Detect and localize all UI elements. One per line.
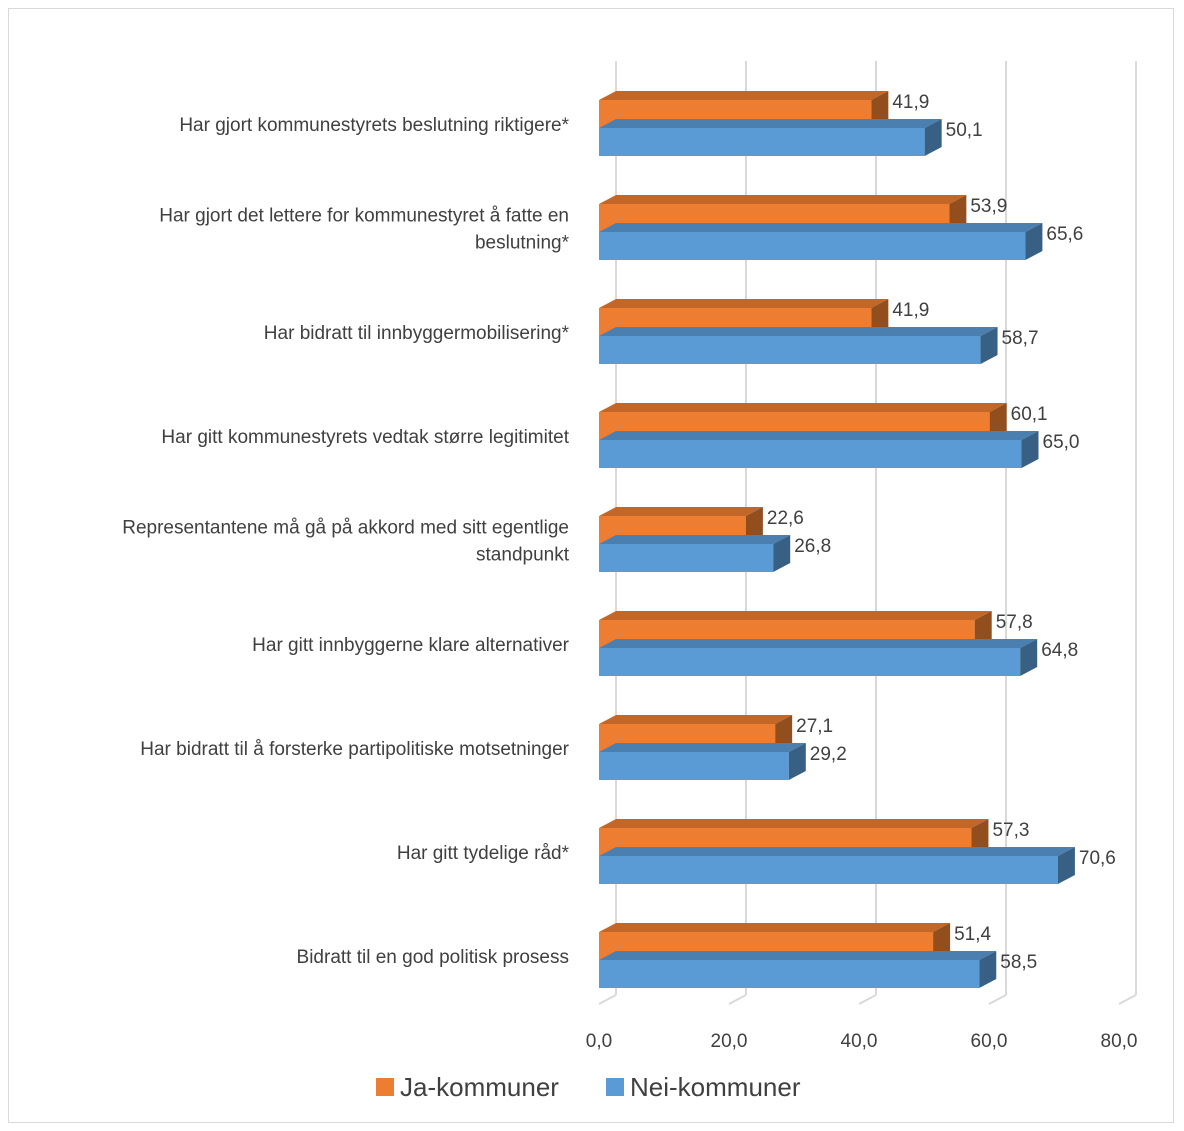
category-label: Representantene må gå på akkord med sitt…	[122, 518, 569, 566]
bar-top-face	[599, 715, 793, 724]
data-label: 60,1	[1011, 404, 1048, 425]
data-label: 58,7	[1002, 328, 1039, 349]
bar-side-face	[788, 743, 806, 780]
data-label: 65,6	[1046, 224, 1083, 245]
bar-top-face	[599, 743, 806, 752]
category-labels: Har gjort kommunestyrets beslutning rikt…	[122, 115, 569, 968]
category-label: Har gitt tydelige råd*	[397, 843, 570, 864]
x-tick-label: 0,0	[586, 1031, 612, 1052]
bar-nei	[599, 232, 1026, 260]
x-tick-label: 60,0	[971, 1031, 1008, 1052]
data-label: 29,2	[810, 744, 847, 765]
bar-nei	[599, 336, 981, 364]
bar-nei	[599, 960, 980, 988]
data-label: 27,1	[796, 716, 833, 737]
gridline-floor	[988, 994, 1007, 1005]
data-label: 58,5	[1000, 952, 1037, 973]
category-label: Har bidratt til å forsterke partipolitis…	[140, 739, 569, 760]
bar-top-face	[599, 847, 1075, 856]
gridline-floor	[1118, 994, 1137, 1005]
x-tick-label: 20,0	[711, 1031, 748, 1052]
bar-top-face	[599, 819, 989, 828]
bar-top-face	[599, 195, 967, 204]
bar-side-face	[871, 91, 889, 128]
bar-side-face	[1021, 431, 1039, 468]
bar-top-face	[599, 299, 889, 308]
bar-top-face	[599, 431, 1039, 440]
gridline-floor	[728, 994, 747, 1005]
data-label: 41,9	[892, 92, 929, 113]
x-tick-label: 40,0	[841, 1031, 878, 1052]
bar-side-face	[1057, 847, 1075, 884]
value-labels: 41,9 50,1 53,9 65,6 41,9 58,7 60,1 65,0 22,6 26,8…	[767, 92, 1116, 973]
chart-frame: 41,9 50,1 53,9 65,6 41,9 58,7 60,1 65,0 22,6 26,8…	[8, 8, 1174, 1123]
bar-nei	[599, 128, 925, 156]
bar-side-face	[745, 507, 763, 544]
legend-label: Nei-kommuner	[630, 1072, 801, 1102]
bar-nei	[599, 752, 789, 780]
data-label: 64,8	[1041, 640, 1078, 661]
data-label: 41,9	[892, 300, 929, 321]
data-label: 57,8	[996, 612, 1033, 633]
data-label: 22,6	[767, 508, 804, 529]
bar-side-face	[933, 923, 951, 960]
category-label: Har bidratt til innbyggermobilisering*	[264, 323, 570, 344]
bar-side-face	[773, 535, 791, 572]
legend-swatch	[606, 1078, 624, 1096]
bar-top-face	[599, 119, 942, 128]
bar-top-face	[599, 223, 1043, 232]
bar-side-face	[971, 819, 989, 856]
bar-nei	[599, 440, 1022, 468]
data-label: 50,1	[946, 120, 983, 141]
bar-nei	[599, 544, 774, 572]
category-label: Har gitt kommunestyrets vedtak større le…	[161, 427, 569, 448]
category-label: Har gjort kommunestyrets beslutning rikt…	[179, 115, 569, 136]
legend-label: Ja-kommuner	[400, 1072, 559, 1102]
category-label: Har gitt innbyggerne klare alternativer	[252, 635, 570, 656]
bars	[599, 91, 1075, 988]
data-label: 53,9	[970, 196, 1007, 217]
bar-top-face	[599, 611, 992, 620]
bar-chart: 41,9 50,1 53,9 65,6 41,9 58,7 60,1 65,0 22,6 26,8…	[122, 61, 1138, 1102]
gridline-floor	[598, 994, 617, 1005]
data-label: 57,3	[992, 820, 1029, 841]
legend: Ja-kommuner Nei-kommuner	[376, 1072, 801, 1102]
bar-top-face	[599, 327, 998, 336]
bar-side-face	[980, 327, 998, 364]
bar-side-face	[871, 299, 889, 336]
bar-side-face	[1020, 639, 1038, 676]
bar-top-face	[599, 507, 763, 516]
category-label: Har gjort det lettere for kommunestyret …	[159, 206, 569, 254]
category-label: Bidratt til en god politisk prosess	[297, 947, 569, 968]
gridline-floor	[858, 994, 877, 1005]
bar-side-face	[974, 611, 992, 648]
bar-nei	[599, 648, 1021, 676]
bar-top-face	[599, 951, 997, 960]
bar-top-face	[599, 91, 889, 100]
data-label: 51,4	[954, 924, 991, 945]
bar-side-face	[924, 119, 942, 156]
bar-side-face	[989, 403, 1007, 440]
data-label: 65,0	[1043, 432, 1080, 453]
bar-side-face	[949, 195, 967, 232]
data-label: 70,6	[1079, 848, 1116, 869]
bar-side-face	[1025, 223, 1043, 260]
bar-nei	[599, 856, 1058, 884]
data-label: 26,8	[794, 536, 831, 557]
bar-side-face	[979, 951, 997, 988]
x-axis-ticks: 0,0 20,0 40,0 60,0 80,0	[586, 1031, 1138, 1052]
bar-top-face	[599, 403, 1007, 412]
x-tick-label: 80,0	[1101, 1031, 1138, 1052]
bar-top-face	[599, 639, 1038, 648]
bar-side-face	[775, 715, 793, 752]
bar-top-face	[599, 535, 791, 544]
bar-top-face	[599, 923, 951, 932]
legend-swatch	[376, 1078, 394, 1096]
